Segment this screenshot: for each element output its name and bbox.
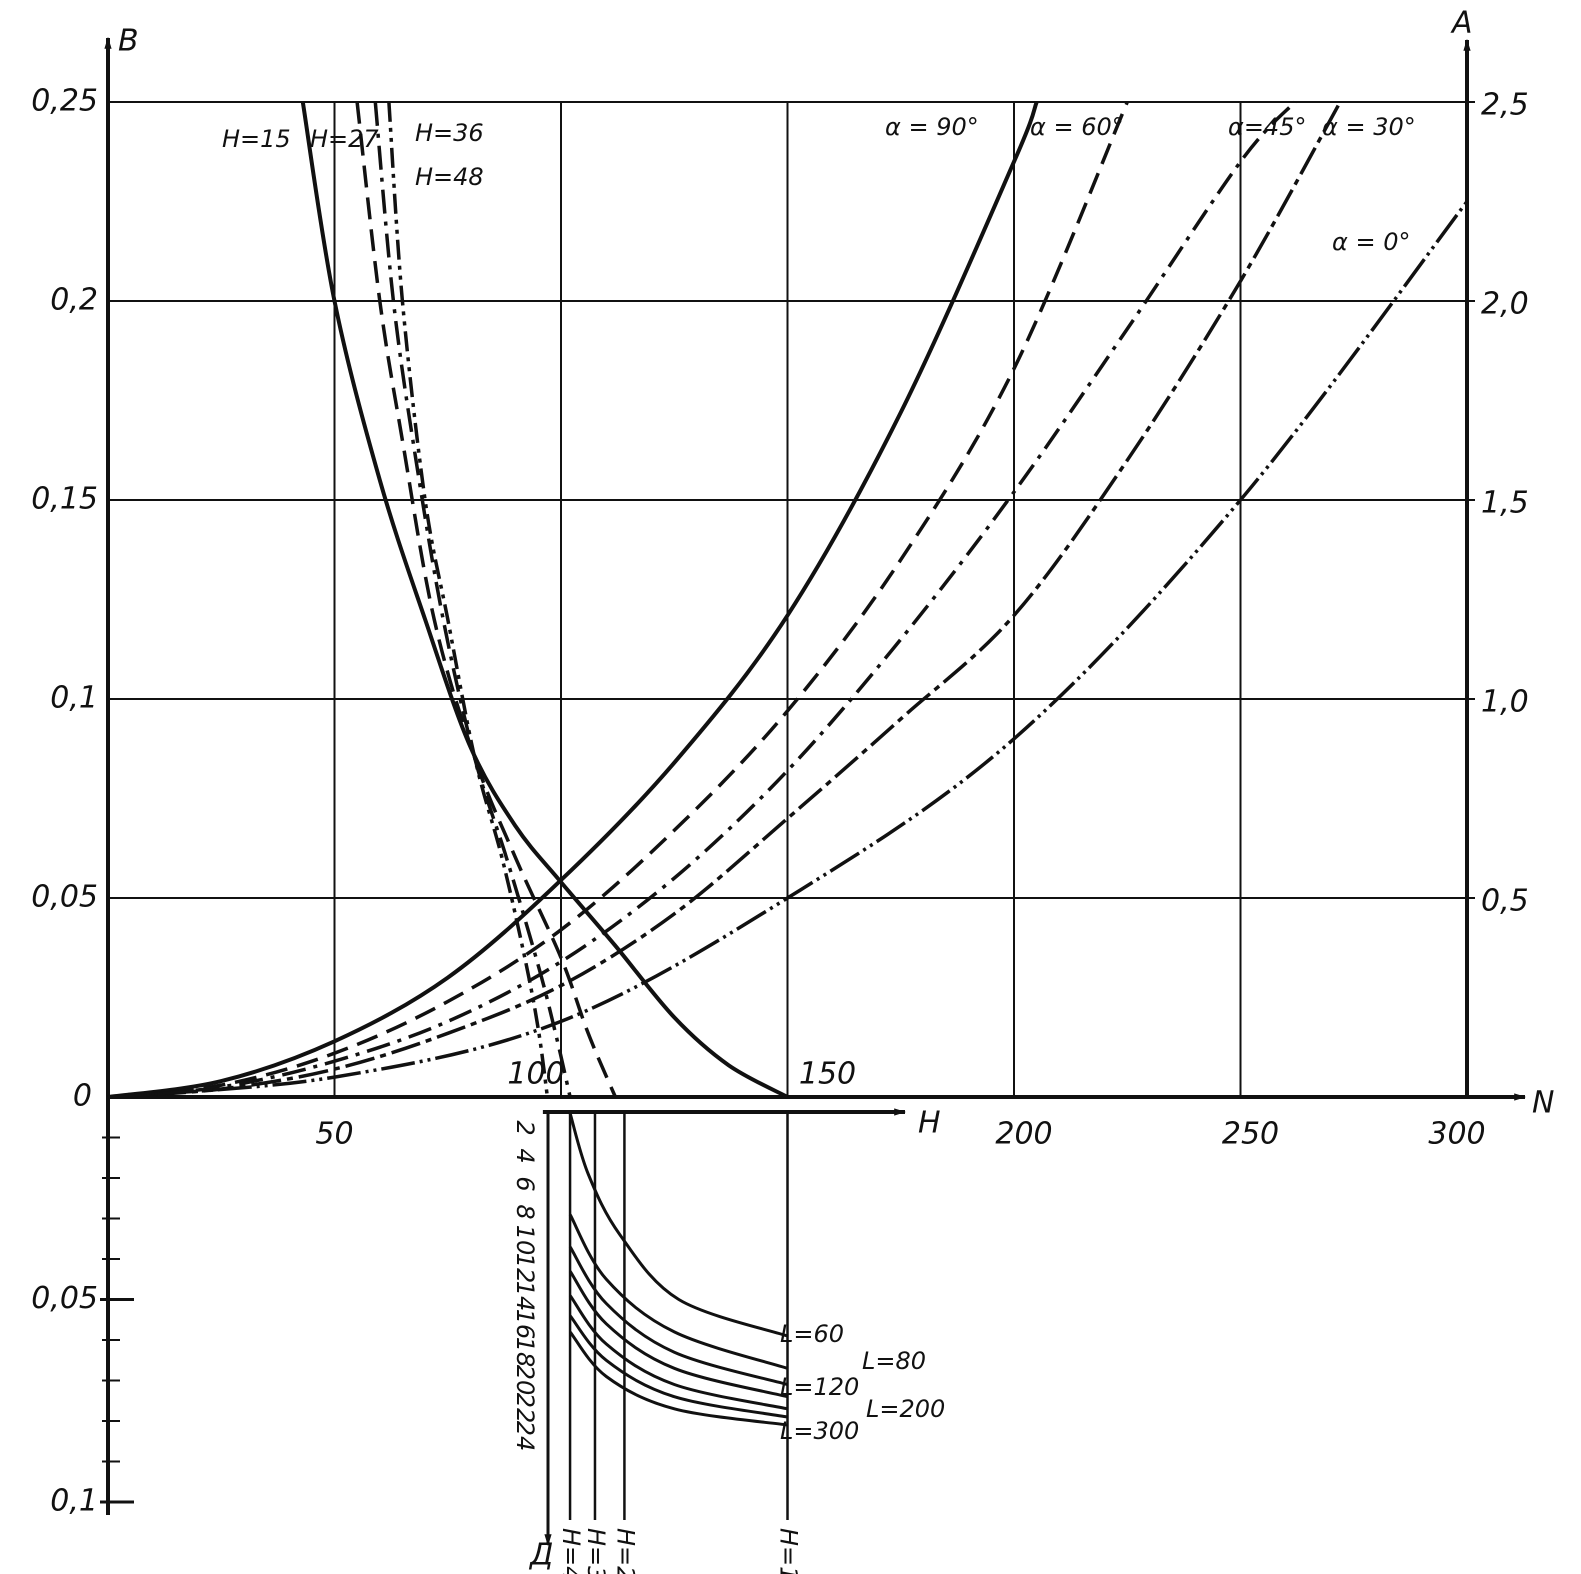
x-axis-label: N — [1532, 1086, 1554, 1121]
y2-tick-label: 0,5 — [1481, 884, 1529, 919]
lower-y-tick-label: 0,05 — [31, 1281, 98, 1316]
l-curve-label: L=60 — [780, 1320, 844, 1348]
l-curve-label: L=80 — [862, 1347, 926, 1375]
curve — [355, 101, 618, 1098]
l-curve — [568, 1213, 788, 1370]
curve-label: H=15 — [222, 125, 291, 153]
curve-label: α = 60° — [1030, 113, 1124, 141]
x-tick-label: 100 — [507, 1057, 564, 1092]
y-tick-label: 0,2 — [50, 283, 98, 318]
curve-label: α=45° — [1228, 113, 1306, 141]
x-tick-label: 50 — [315, 1117, 353, 1152]
x-tick-label: 300 — [1428, 1117, 1485, 1152]
d-tick-label: 20 — [511, 1365, 539, 1396]
l-curve — [568, 1112, 788, 1338]
l-curve-label: L=300 — [780, 1417, 859, 1445]
d-tick-label: 8 — [511, 1204, 539, 1219]
l-curve-label: L=120 — [780, 1373, 859, 1401]
lower-y-axis-label: Д — [528, 1538, 553, 1573]
curve — [107, 101, 1039, 1099]
y-tick-label: 0,15 — [31, 482, 98, 517]
d-tick-label: 6 — [511, 1176, 539, 1191]
x-tick-label: 150 — [799, 1057, 856, 1092]
y2-tick-label: 1,5 — [1481, 486, 1529, 521]
curve — [373, 101, 572, 1098]
l-curve — [568, 1294, 788, 1411]
y-axis-label: B — [118, 24, 139, 59]
d-tick-label: 10 — [511, 1225, 539, 1256]
d-tick-label: 22 — [511, 1393, 539, 1424]
curve-label: H=36 — [415, 119, 484, 147]
l-curve-label: L=200 — [866, 1395, 945, 1423]
lower-x-axis-label: H — [918, 1106, 941, 1141]
curve-label: α = 90° — [885, 113, 979, 141]
curve — [107, 101, 1342, 1099]
curve — [387, 101, 550, 1098]
l-curve — [568, 1314, 788, 1419]
d-tick-label: 14 — [511, 1281, 539, 1312]
d-tick-label: 16 — [511, 1309, 539, 1340]
h-marker-label: H=27 — [611, 1528, 639, 1574]
d-tick-label: 24 — [511, 1421, 539, 1452]
d-tick-label: 12 — [511, 1253, 539, 1284]
y-tick-label: 0,25 — [31, 84, 98, 119]
y2-tick-label: 2,0 — [1481, 287, 1529, 322]
h-marker-label: H=48 — [557, 1528, 585, 1574]
l-curve — [568, 1245, 788, 1386]
h-marker-label: H=15 — [775, 1528, 803, 1574]
curve-label: α = 30° — [1322, 113, 1416, 141]
curve — [107, 200, 1469, 1099]
y2-tick-label: 1,0 — [1481, 685, 1529, 720]
d-tick-label: 18 — [511, 1337, 539, 1368]
h-marker-label: H=36 — [582, 1528, 610, 1574]
curve-label: H=48 — [415, 163, 484, 191]
curve — [300, 101, 789, 1099]
l-curve — [568, 1270, 788, 1399]
y2-axis-label: A — [1450, 6, 1473, 41]
lower-y-tick-label: 0,1 — [50, 1484, 98, 1519]
l-curve — [568, 1330, 788, 1427]
d-tick-label: 2 — [511, 1120, 539, 1135]
origin-label: 0 — [73, 1079, 92, 1114]
y-tick-label: 0,1 — [50, 681, 98, 716]
y2-tick-label: 2,5 — [1481, 88, 1529, 123]
x-tick-label: 250 — [1222, 1117, 1279, 1152]
curve — [107, 100, 1297, 1099]
curve — [107, 101, 1129, 1099]
d-tick-label: 4 — [511, 1148, 539, 1163]
y-tick-label: 0,05 — [31, 880, 98, 915]
curve-label: α = 0° — [1332, 228, 1410, 256]
curve-label: H=27 — [310, 125, 379, 153]
x-tick-label: 200 — [995, 1117, 1052, 1152]
